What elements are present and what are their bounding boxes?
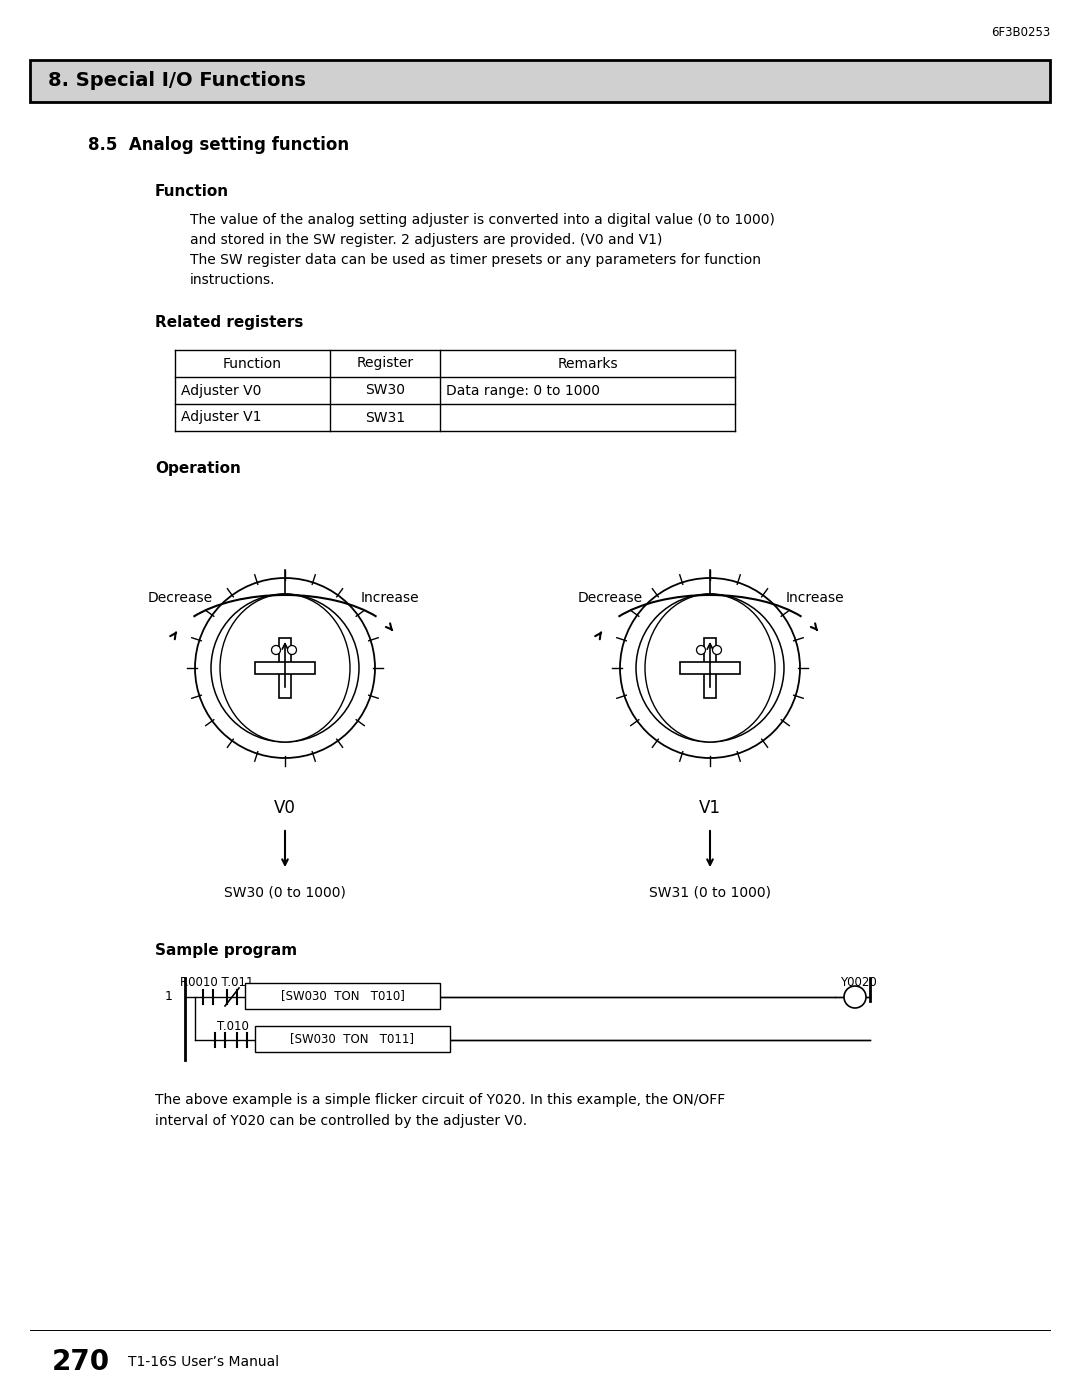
- Text: instructions.: instructions.: [190, 272, 275, 286]
- Circle shape: [843, 986, 866, 1009]
- Text: Register: Register: [356, 356, 414, 370]
- Bar: [30, 60, 1050, 102]
- Ellipse shape: [220, 594, 350, 742]
- Text: Y0020: Y0020: [839, 977, 876, 989]
- Text: Sample program: Sample program: [156, 943, 297, 957]
- Circle shape: [195, 578, 375, 759]
- Bar: [680, 662, 740, 673]
- Text: 8. Special I/O Functions: 8. Special I/O Functions: [48, 71, 306, 91]
- Circle shape: [697, 645, 705, 655]
- Circle shape: [636, 594, 784, 742]
- Bar: [245, 983, 440, 1009]
- Text: SW30 (0 to 1000): SW30 (0 to 1000): [224, 886, 346, 900]
- Text: SW30: SW30: [365, 384, 405, 398]
- Text: and stored in the SW register. 2 adjusters are provided. (V0 and V1): and stored in the SW register. 2 adjuste…: [190, 233, 662, 247]
- Text: Adjuster V1: Adjuster V1: [181, 411, 261, 425]
- Bar: [279, 638, 291, 698]
- Text: T.010: T.010: [217, 1020, 248, 1032]
- Text: Operation: Operation: [156, 461, 241, 475]
- Text: Adjuster V0: Adjuster V0: [181, 384, 261, 398]
- Text: 8.5  Analog setting function: 8.5 Analog setting function: [87, 136, 349, 154]
- Text: Data range: 0 to 1000: Data range: 0 to 1000: [446, 384, 600, 398]
- Text: 270: 270: [52, 1348, 110, 1376]
- Text: SW31: SW31: [365, 411, 405, 425]
- Circle shape: [620, 578, 800, 759]
- Text: Increase: Increase: [785, 591, 845, 605]
- Text: Decrease: Decrease: [578, 591, 643, 605]
- Bar: [255, 1025, 450, 1052]
- Text: The SW register data can be used as timer presets or any parameters for function: The SW register data can be used as time…: [190, 253, 761, 267]
- Ellipse shape: [645, 594, 775, 742]
- Bar: [255, 662, 315, 673]
- Text: SW31 (0 to 1000): SW31 (0 to 1000): [649, 886, 771, 900]
- Text: T1-16S User’s Manual: T1-16S User’s Manual: [129, 1355, 279, 1369]
- Bar: [704, 638, 716, 698]
- Text: 1: 1: [165, 990, 173, 1003]
- Circle shape: [713, 645, 721, 655]
- Text: interval of Y020 can be controlled by the adjuster V0.: interval of Y020 can be controlled by th…: [156, 1113, 527, 1127]
- Text: The above example is a simple flicker circuit of Y020. In this example, the ON/O: The above example is a simple flicker ci…: [156, 1092, 726, 1106]
- Text: Function: Function: [222, 356, 282, 370]
- Text: Related registers: Related registers: [156, 314, 303, 330]
- Circle shape: [287, 645, 297, 655]
- Text: The value of the analog setting adjuster is converted into a digital value (0 to: The value of the analog setting adjuster…: [190, 212, 774, 226]
- Text: Increase: Increase: [361, 591, 419, 605]
- Text: R0010 T.011: R0010 T.011: [180, 977, 254, 989]
- Text: Remarks: Remarks: [557, 356, 618, 370]
- Circle shape: [211, 594, 359, 742]
- Text: [SW030  TON   T010]: [SW030 TON T010]: [281, 989, 404, 1003]
- Circle shape: [271, 645, 281, 655]
- Text: V0: V0: [274, 799, 296, 817]
- Text: V1: V1: [699, 799, 721, 817]
- Text: [SW030  TON   T011]: [SW030 TON T011]: [291, 1032, 415, 1045]
- Text: 6F3B0253: 6F3B0253: [990, 25, 1050, 39]
- Text: Decrease: Decrease: [148, 591, 213, 605]
- Text: Function: Function: [156, 184, 229, 200]
